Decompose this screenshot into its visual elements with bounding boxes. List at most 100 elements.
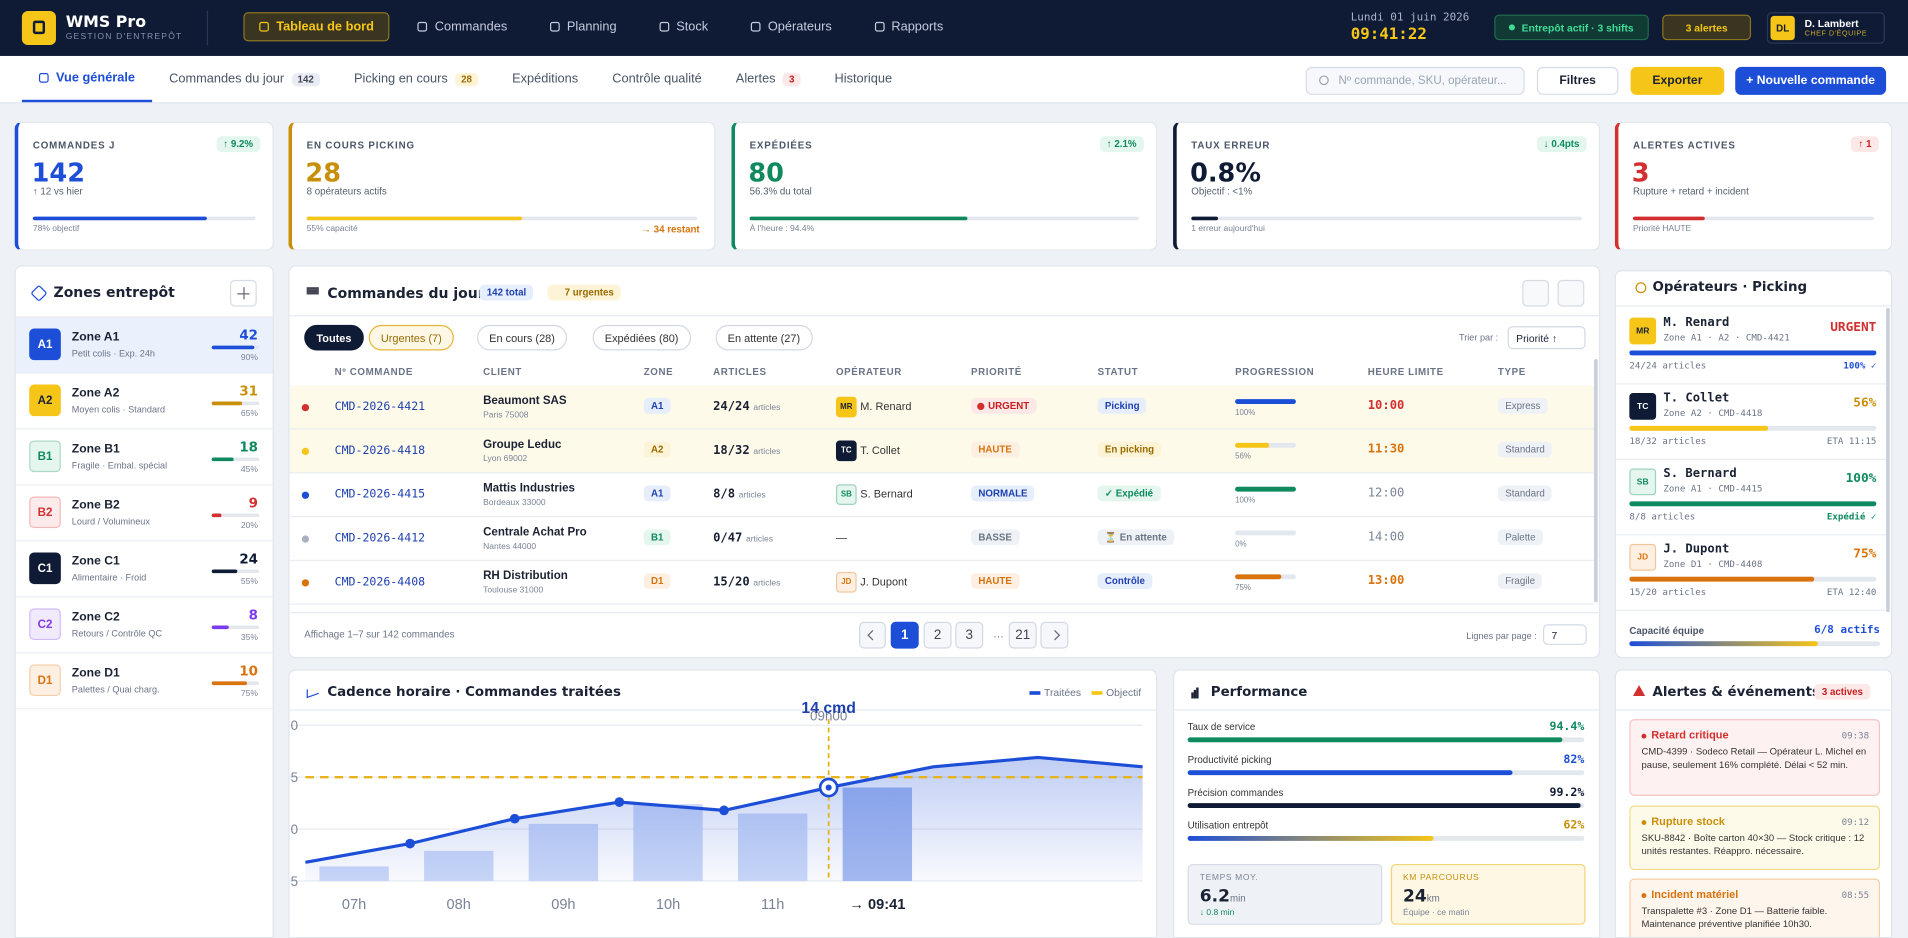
tab-count: 3 — [782, 72, 801, 86]
tab-label: Commandes du jour — [169, 71, 285, 87]
alert-dot — [1641, 733, 1647, 739]
zone-fill — [211, 401, 243, 406]
filters-button[interactable]: Filtres — [1536, 66, 1619, 95]
zones-title: Zones entrepôt — [53, 283, 175, 301]
nav-item[interactable]: Rapports — [860, 12, 958, 41]
metric-fill — [1187, 803, 1582, 808]
zone-code: C1 — [29, 552, 61, 585]
zone-code: B2 — [29, 496, 61, 529]
tab[interactable]: Expéditions — [495, 56, 595, 102]
filter-chip[interactable]: En cours (28) — [477, 324, 568, 351]
nav-item[interactable]: Planning — [535, 12, 631, 41]
divider — [289, 612, 1599, 614]
priority: BASSE — [971, 529, 1020, 546]
zone-track — [211, 569, 260, 574]
divider — [289, 315, 1599, 317]
logo-icon — [32, 20, 46, 35]
alert-title: Rupture stock — [1651, 815, 1725, 828]
articles: 18/32 articles — [713, 444, 780, 457]
tab[interactable]: Commandes du jour 142 — [152, 56, 337, 102]
order-row[interactable]: CMD-2026-4415 Mattis Industries Bordeaux 3… — [289, 473, 1595, 518]
nav-item[interactable]: Stock — [645, 12, 723, 41]
metric-track — [1187, 835, 1585, 841]
page-button[interactable]: 21 — [1008, 621, 1037, 649]
kpi-card: EN COURS PICKING 28 8 opérateurs actifs 55%… — [288, 121, 716, 251]
zone-row[interactable]: C1 Zone C1 Alimentaire · Froid 24 55% — [15, 541, 273, 598]
kpi-value: 0.8% — [1190, 158, 1261, 188]
deadline: 11:30 — [1367, 442, 1405, 457]
next-page[interactable] — [1040, 621, 1069, 649]
zone-row[interactable]: A1 Zone A1 Petit colis · Exp. 24h 42 90% — [15, 317, 273, 374]
status-dot — [301, 447, 310, 456]
tab[interactable]: Historique — [818, 56, 910, 102]
kpi-track — [1632, 216, 1874, 221]
progress-label: 75% — [1235, 584, 1251, 593]
user[interactable]: DL D. Lambert CHEF D'ÉQUIPE — [1766, 12, 1885, 44]
zone-row[interactable]: C2 Zone C2 Retours / Contrôle QC 8 35% — [15, 597, 273, 654]
column-header: PROGRESSION — [1235, 366, 1315, 378]
zone-row[interactable]: B2 Zone B2 Lourd / Volumineux 9 20% — [15, 486, 273, 542]
operator-right: 100% ✓ — [1843, 360, 1877, 372]
order-row[interactable]: CMD-2026-4408 RH Distribution Toulouse 310… — [289, 561, 1595, 605]
operator-card[interactable]: SB S. Bernard Zone A1 · CMD-4415 100% 8/8 ar… — [1615, 460, 1888, 536]
zone-row[interactable]: B1 Zone B1 Fragile · Embal. spécial 18 45% — [15, 430, 273, 486]
page-button[interactable]: 2 — [923, 621, 952, 649]
filter-chip[interactable]: Urgentes (7) — [368, 324, 454, 351]
scrollbar — [1886, 307, 1890, 613]
tab[interactable]: Vue générale — [21, 56, 153, 103]
order-row[interactable]: CMD-2026-4412 Centrale Achat Pro Nantes 44… — [289, 517, 1595, 561]
zone-desc: Moyen colis · Standard — [71, 403, 166, 415]
progress-fill — [1235, 486, 1296, 492]
operator-card[interactable]: JD J. Dupont Zone D1 · CMD-4408 75% 15/20 ar… — [1615, 535, 1888, 611]
nav-item[interactable]: Opérateurs — [736, 12, 846, 41]
status: ✓ Expédié — [1097, 485, 1161, 502]
rows-select[interactable]: 7 — [1542, 624, 1587, 645]
prev-page[interactable] — [859, 621, 886, 649]
tab[interactable]: Picking en cours 28 — [337, 56, 495, 102]
operator-left: 24/24 articles — [1629, 360, 1707, 372]
add-zone-button[interactable] — [229, 279, 257, 307]
operator-track — [1629, 425, 1877, 431]
tab-count: 142 — [291, 72, 320, 86]
operator-status: 100% — [1845, 470, 1877, 486]
nav-item[interactable]: Tableau de bord — [243, 12, 390, 42]
kpi-delta: ↑ 1 — [1851, 136, 1879, 153]
alerts-pill[interactable]: 3 alertes — [1662, 14, 1752, 41]
sort-select[interactable]: Priorité ↑ — [1507, 326, 1586, 350]
kpi-fill — [1632, 216, 1706, 221]
alert-card[interactable]: Rupture stock 09:12 SKU-8842 · Boîte carto… — [1629, 805, 1881, 871]
zone-track — [211, 345, 260, 350]
zone-row[interactable]: A2 Zone A2 Moyen colis · Standard 31 65% — [15, 374, 273, 430]
order-row[interactable]: CMD-2026-4421 Beaumont SAS Paris 75008 A1 24… — [289, 385, 1595, 430]
page-button[interactable]: 3 — [955, 621, 984, 649]
icon-button[interactable] — [1557, 279, 1585, 307]
operator-detail: Zone A1 · A2 · CMD-4421 — [1663, 332, 1790, 344]
nav-item[interactable]: Commandes — [403, 12, 522, 41]
logo[interactable] — [21, 10, 56, 46]
filter-chip[interactable]: Expédiées (80) — [592, 324, 691, 351]
kpi-foot: 55% capacité — [306, 225, 358, 234]
tab[interactable]: Contrôle qualité — [595, 56, 719, 102]
zone-name: Zone A2 — [71, 386, 120, 401]
page-button[interactable]: 1 — [890, 621, 919, 649]
new-order-button[interactable]: + Nouvelle commande — [1735, 66, 1887, 95]
performance-title: Performance — [1210, 683, 1308, 700]
operator-card[interactable]: MR M. Renard Zone A1 · A2 · CMD-4421 URGENT… — [1615, 309, 1888, 385]
kpi-label: EN COURS PICKING — [306, 139, 415, 151]
alert-card[interactable]: Incident matériel 08:55 Transpalette #3 · … — [1629, 878, 1881, 937]
alert-card[interactable]: Retard critique 09:38 CMD-4399 · Sodeco Re… — [1629, 719, 1881, 796]
export-button[interactable]: Exporter — [1630, 66, 1725, 95]
zone-badge: B1 — [643, 529, 671, 546]
operator-status: 75% — [1853, 546, 1877, 561]
icon-button[interactable] — [1522, 279, 1550, 307]
operator-card[interactable]: TC T. Collet Zone A2 · CMD-4418 56% 18/32 ar… — [1615, 385, 1888, 460]
filter-chip[interactable]: En attente (27) — [715, 324, 813, 351]
kpi-value: 3 — [1631, 158, 1650, 188]
search[interactable]: Nº commande, SKU, opérateur... — [1305, 66, 1525, 95]
order-row[interactable]: CMD-2026-4418 Groupe Leduc Lyon 69002 A2 18/… — [289, 429, 1595, 474]
zone-row[interactable]: D1 Zone D1 Palettes / Quai charg. 10 75% — [15, 653, 273, 710]
tab[interactable]: Alertes 3 — [719, 56, 818, 102]
orders-icon — [306, 287, 319, 289]
x-tick-label: 11h — [761, 897, 784, 913]
filter-chip[interactable]: Toutes — [304, 324, 364, 351]
